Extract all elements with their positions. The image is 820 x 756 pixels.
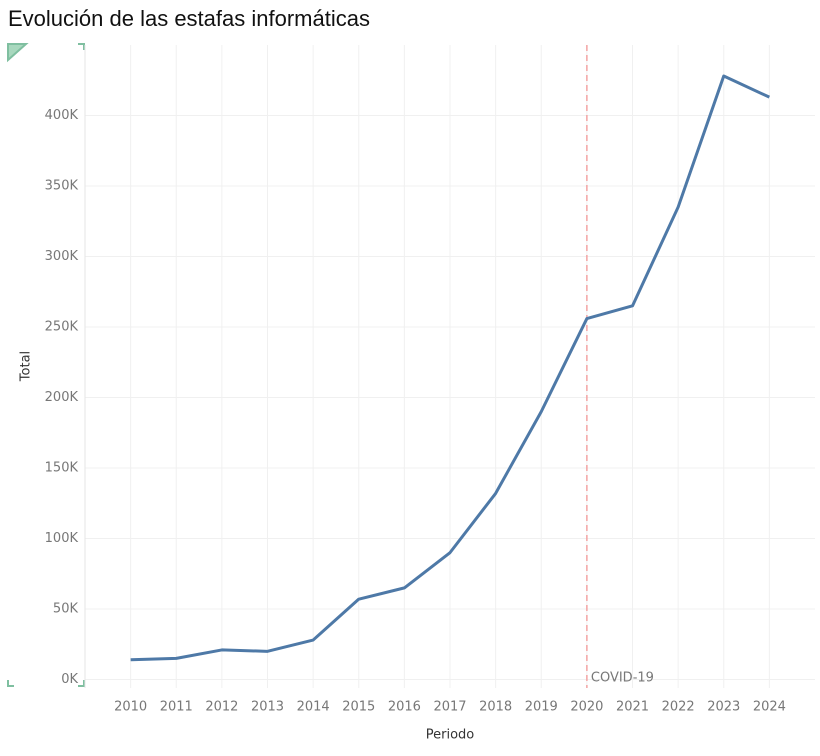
x-tick-label: 2022 <box>662 700 695 715</box>
y-tick-label: 100K <box>45 531 79 546</box>
x-tick-label: 2019 <box>525 700 558 715</box>
x-tick-label: 2024 <box>753 700 786 715</box>
y-axis-title: Total <box>19 351 34 382</box>
x-tick-label: 2011 <box>160 700 193 715</box>
x-tick-label: 2023 <box>707 700 740 715</box>
x-tick-label: 2021 <box>616 700 649 715</box>
y-tick-label: 50K <box>53 602 79 617</box>
x-tick-label: 2014 <box>297 700 330 715</box>
x-tick-label: 2015 <box>342 700 375 715</box>
x-tick-label: 2018 <box>479 700 512 715</box>
x-tick-label: 2012 <box>205 700 238 715</box>
y-tick-label: 400K <box>45 108 79 123</box>
line-series <box>130 74 771 662</box>
x-tick-label: 2013 <box>251 700 284 715</box>
y-tick-label: 250K <box>45 320 79 335</box>
y-tick-label: 300K <box>45 249 79 264</box>
x-tick-label: 2017 <box>433 700 466 715</box>
chart-title: Evolución de las estafas informáticas <box>8 6 370 31</box>
y-tick-label: 200K <box>45 390 79 405</box>
x-axis-title: Periodo <box>426 728 475 743</box>
x-tick-label: 2016 <box>388 700 421 715</box>
y-tick-label: 350K <box>45 179 79 194</box>
y-tick-label: 150K <box>45 461 79 476</box>
y-tick-label: 0K <box>61 672 78 687</box>
reference-label: COVID-19 <box>591 671 654 686</box>
x-tick-label: 2020 <box>570 700 603 715</box>
corner-marks <box>7 43 85 687</box>
x-tick-label: 2010 <box>114 700 147 715</box>
